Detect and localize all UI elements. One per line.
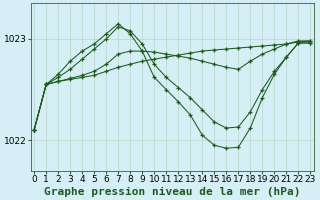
- X-axis label: Graphe pression niveau de la mer (hPa): Graphe pression niveau de la mer (hPa): [44, 186, 300, 197]
